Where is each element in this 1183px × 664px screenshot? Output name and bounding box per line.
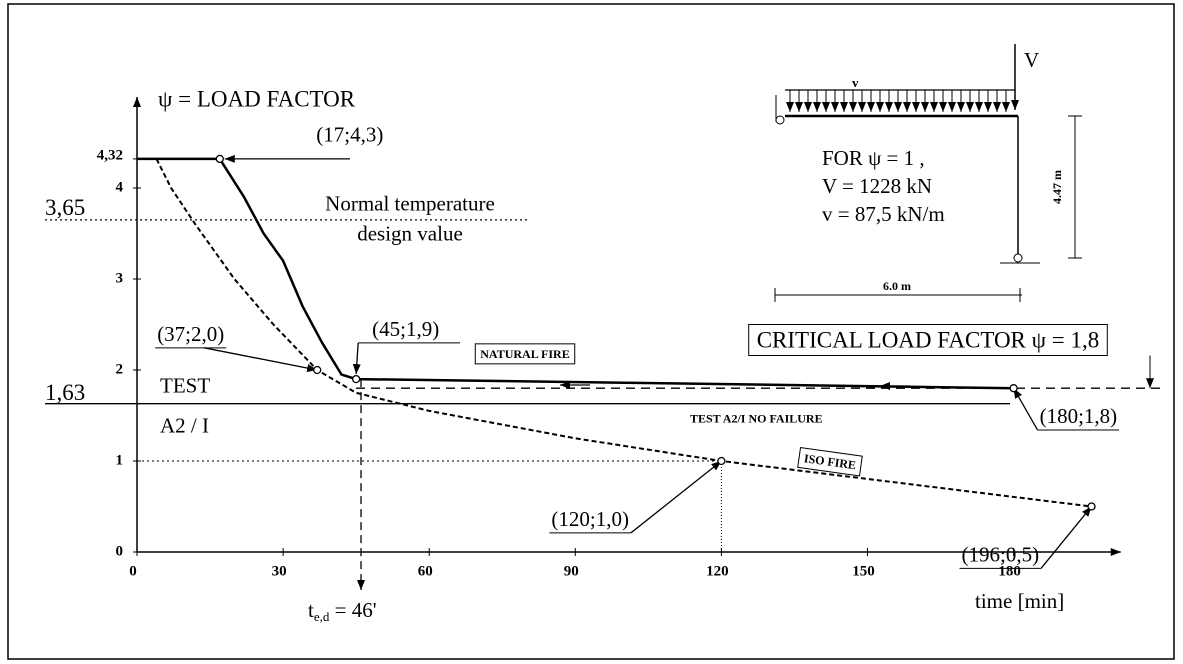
y-tick-label: 3 xyxy=(116,270,124,286)
x-tick-label: 150 xyxy=(852,563,875,579)
design-time-label: te,d = 46' xyxy=(308,598,377,624)
callout-leader xyxy=(1013,387,1039,431)
x-tick-label: 0 xyxy=(129,563,137,579)
callout-label: (45;1,9) xyxy=(372,317,439,341)
series-label-box xyxy=(797,446,863,477)
series-label-box xyxy=(474,343,576,365)
reference-note: A2 / I xyxy=(160,413,209,437)
inset-point-load: V = 1228 kN xyxy=(822,174,932,198)
inset-height: 4.47 m xyxy=(1050,170,1064,204)
callout-point xyxy=(215,154,224,164)
inset-line-symbol: v xyxy=(852,75,859,90)
x-tick-label: 120 xyxy=(706,563,729,579)
callout-label: (37;2,0) xyxy=(157,322,224,346)
y-tick-label: 2 xyxy=(116,361,124,377)
y-tick-label: 1 xyxy=(116,452,124,468)
callout-point xyxy=(1009,384,1018,393)
series-line xyxy=(137,157,1014,390)
callout-label: (196;0,5) xyxy=(962,542,1040,566)
series-label: NATURAL FIRE xyxy=(480,347,569,361)
callout-point xyxy=(313,365,322,375)
x-tick-label: 90 xyxy=(564,563,579,579)
frame xyxy=(7,3,1175,660)
callout-label: (180;1,8) xyxy=(1040,404,1118,428)
x-axis-title: time [min] xyxy=(975,589,1064,613)
reference-note: CRITICAL LOAD FACTOR ψ = 1,8 xyxy=(757,327,1100,352)
x-tick-label: 30 xyxy=(272,563,287,579)
reference-note: Normal temperature xyxy=(325,192,495,216)
callout-point xyxy=(1087,502,1096,511)
reference-note: design value xyxy=(357,222,463,246)
reference-note: TEST xyxy=(160,373,210,397)
reference-label: 3,65 xyxy=(45,195,85,220)
callout-leader xyxy=(204,347,318,372)
callout-leader xyxy=(630,460,722,534)
y-tick-label: 4 xyxy=(116,179,124,195)
x-tick-label: 180 xyxy=(998,563,1021,579)
design-time-symbol: t xyxy=(308,598,314,622)
callout-point xyxy=(717,456,726,466)
callout-leader xyxy=(1040,506,1093,569)
inset xyxy=(774,44,1082,302)
callout-label: (17;4,3) xyxy=(316,123,383,147)
y-tick-label: 0 xyxy=(116,543,124,559)
y-axis-title: ψ = LOAD FACTOR xyxy=(158,86,356,111)
inset-point-symbol: V xyxy=(1024,48,1039,72)
design-time-subscript: e,d xyxy=(314,609,330,624)
callout-leader xyxy=(352,342,361,375)
inset-span: 6.0 m xyxy=(883,279,911,293)
x-tick-label: 60 xyxy=(418,563,433,579)
inset-line-load: v = 87,5 kN/m xyxy=(822,202,945,226)
design-time-text: = 46' xyxy=(329,598,376,622)
reference-label: 1,63 xyxy=(45,380,85,405)
callout-point xyxy=(351,374,361,384)
y-tick-label: 4,32 xyxy=(97,147,123,163)
reference-caption: TEST A2/I NO FAILURE xyxy=(690,411,823,425)
callout-label: (120;1,0) xyxy=(551,507,629,531)
inset-load-case: FOR ψ = 1 , xyxy=(822,146,925,170)
note-box xyxy=(748,323,1108,356)
